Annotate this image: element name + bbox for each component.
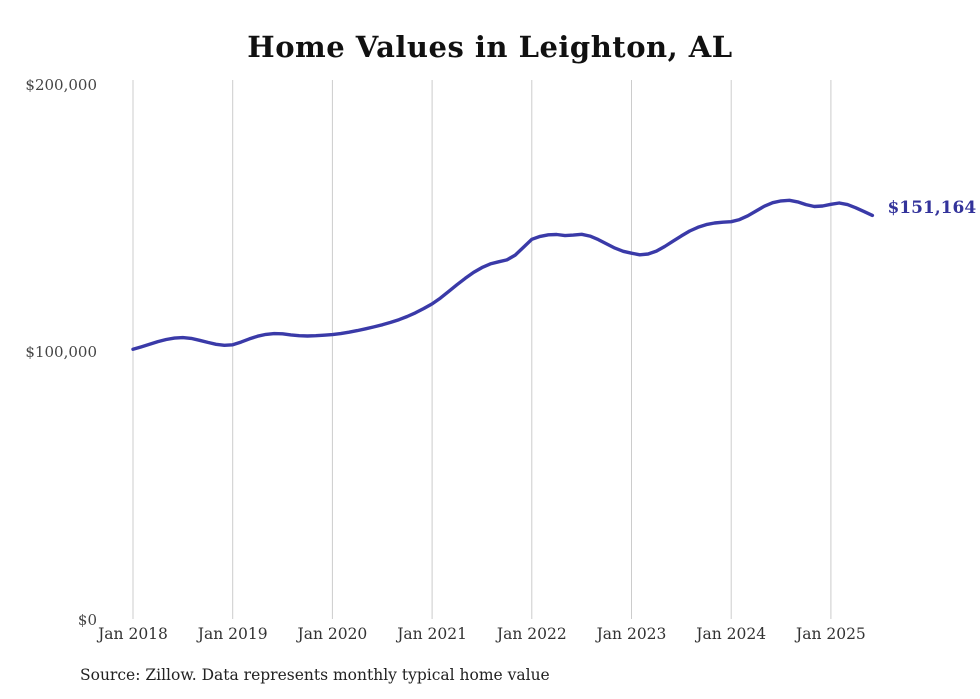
x-tick-jan-2022: Jan 2022 [496, 625, 567, 643]
y-tick-200000: $200,000 [25, 76, 97, 94]
chart-title: Home Values in Leighton, AL [247, 30, 733, 64]
x-tick-jan-2018: Jan 2018 [98, 625, 168, 643]
x-tick-jan-2020: Jan 2020 [297, 625, 368, 643]
y-tick-0: $0 [77, 611, 97, 629]
x-tick-jan-2023: Jan 2023 [596, 625, 667, 643]
home-value-line [131, 198, 875, 351]
gridlines-group [132, 80, 832, 619]
x-tick-jan-2021: Jan 2021 [397, 625, 467, 643]
x-tick-jan-2025: Jan 2025 [795, 625, 866, 643]
source-attribution: Source: Zillow. Data represents monthly … [80, 666, 550, 684]
x-tick-jan-2019: Jan 2019 [197, 625, 268, 643]
latest-value-label: $151,164 [887, 198, 977, 219]
x-tick-jan-2024: Jan 2024 [696, 625, 767, 643]
y-tick-100000: $100,000 [25, 343, 97, 361]
